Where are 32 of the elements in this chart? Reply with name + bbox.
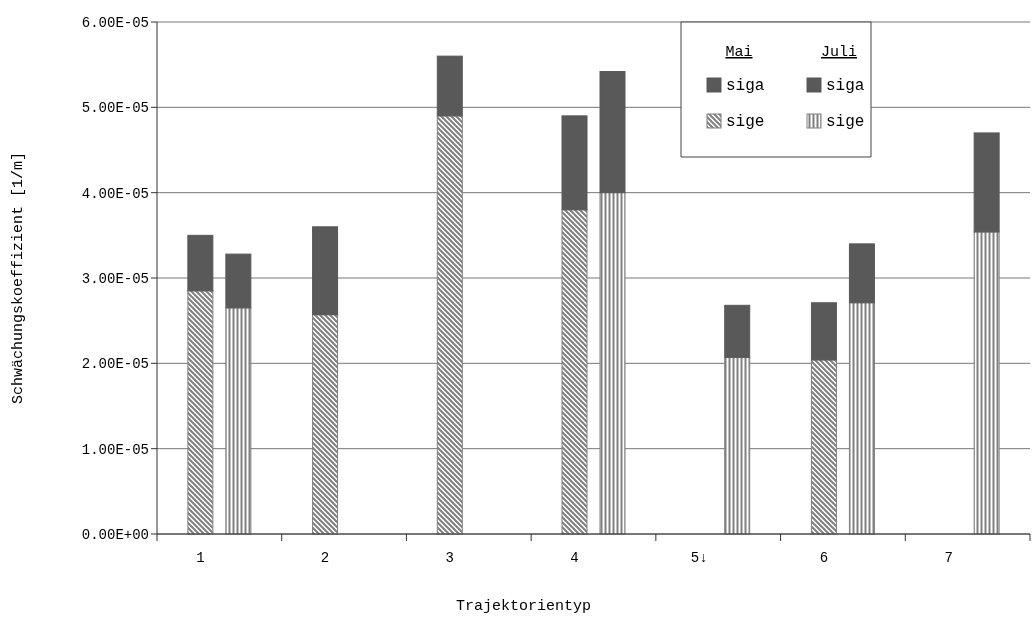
bar xyxy=(973,132,1000,233)
bar xyxy=(561,115,588,211)
bar xyxy=(436,55,463,117)
y-axis-title: Schwächungskoeffizient [1/m] xyxy=(10,151,27,405)
x-tick-label: 6 xyxy=(819,550,829,566)
y-tick-label: 5.00E-05 xyxy=(81,100,149,117)
legend-label: sige xyxy=(826,113,865,131)
y-tick-label: 6.00E-05 xyxy=(81,14,149,31)
bar xyxy=(724,304,751,358)
annotation: Mai xyxy=(725,44,753,61)
y-tick-label: 2.00E-05 xyxy=(81,356,149,373)
y-tick-label: 1.00E-05 xyxy=(81,441,149,458)
bar xyxy=(187,234,214,292)
y-tick-label: 3.00E-05 xyxy=(81,270,149,287)
bar xyxy=(225,253,252,309)
bar xyxy=(599,70,626,194)
x-tick-label: 2 xyxy=(320,550,330,566)
legend-label: siga xyxy=(726,77,765,95)
x-tick-label: 3 xyxy=(445,550,454,566)
legend-label: sige xyxy=(726,113,765,131)
y-tick-label: 0.00E+00 xyxy=(81,526,149,543)
x-tick-label: 4 xyxy=(570,550,579,566)
x-tick-label: 5↓ xyxy=(690,550,708,566)
bar xyxy=(312,226,339,316)
legend-label: siga xyxy=(826,77,865,95)
bar xyxy=(848,243,875,304)
bar xyxy=(810,302,837,361)
x-tick-label: 7 xyxy=(944,550,953,566)
y-tick-label: 4.00E-05 xyxy=(81,185,149,202)
x-axis-title: Trajektorientyp xyxy=(455,598,592,615)
annotation: Juli xyxy=(820,44,858,61)
x-tick-label: 1 xyxy=(196,550,205,566)
